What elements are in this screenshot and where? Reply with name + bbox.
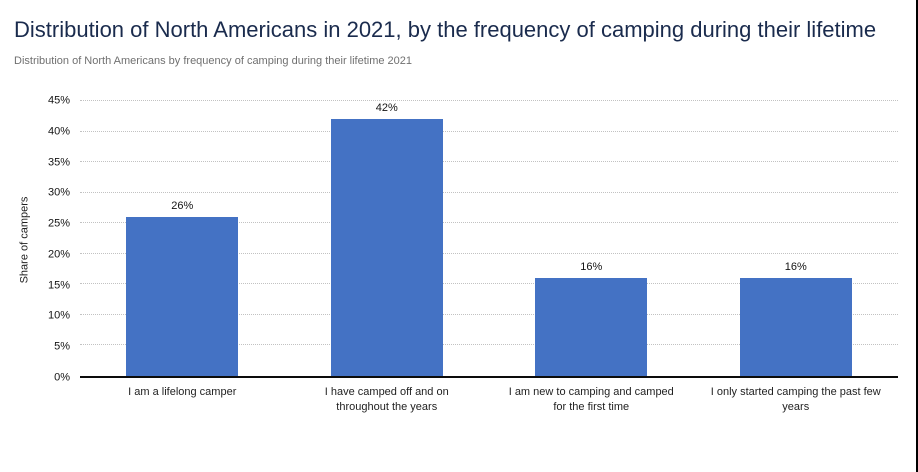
y-tick-label: 5% xyxy=(54,340,70,353)
gridline xyxy=(80,283,898,285)
plot-area: 26% 42% 16% 16% xyxy=(80,100,898,378)
gridline xyxy=(80,100,898,101)
bar-value-label: 42% xyxy=(375,102,398,115)
x-tick-label: I have camped off and on throughout the … xyxy=(324,386,449,413)
page-title: Distribution of North Americans in 2021,… xyxy=(14,17,877,42)
x-tick-label: I am a lifelong camper xyxy=(128,386,237,398)
y-tick-label: 10% xyxy=(47,309,70,322)
bar-value-label: 16% xyxy=(784,261,807,274)
x-axis-labels: I am a lifelong camper I have camped off … xyxy=(80,385,898,415)
bars-layer: 26% 42% 16% 16% xyxy=(80,101,898,376)
gridline xyxy=(80,252,898,254)
gridline xyxy=(80,130,898,132)
bar-value-label: 26% xyxy=(171,200,194,213)
bar-slot: 42% xyxy=(285,101,490,376)
bar-slot: 26% xyxy=(80,101,285,376)
y-tick-label: 20% xyxy=(47,248,70,261)
gridline xyxy=(80,313,898,315)
y-tick-label: 35% xyxy=(47,156,70,169)
y-tick-label: 30% xyxy=(47,186,70,199)
y-tick-label: 15% xyxy=(47,279,70,292)
bar[interactable] xyxy=(739,278,852,376)
bar-slot: 16% xyxy=(694,101,899,376)
y-tick-label: 45% xyxy=(47,94,70,107)
y-axis-title: Share of campers xyxy=(18,196,31,283)
y-tick-label: 0% xyxy=(54,371,70,384)
bar-value-label: 16% xyxy=(580,261,603,274)
x-axis-spacer xyxy=(14,385,80,415)
plot-row: Share of campers 0% 5% 10% 15% 20% 25% 30% 35% 4… xyxy=(14,95,904,383)
gridline xyxy=(80,191,898,193)
camping-frequency-bar-chart: Share of campers 0% 5% 10% 15% 20% 25% 30% 35% 4… xyxy=(14,95,904,415)
gridline xyxy=(80,222,898,224)
x-tick-label: I only started camping the past few year… xyxy=(710,386,881,413)
y-tick-label: 40% xyxy=(47,125,70,138)
y-axis-title-column: Share of campers xyxy=(14,101,34,378)
bar[interactable] xyxy=(126,217,239,376)
x-tick-label: I am new to camping and camped for the f… xyxy=(508,386,674,413)
bar[interactable] xyxy=(535,278,648,376)
gridline xyxy=(80,161,898,163)
bar[interactable] xyxy=(330,119,443,376)
y-axis-labels: 0% 5% 10% 15% 20% 25% 30% 35% 40% 45% xyxy=(34,95,80,383)
gridline xyxy=(80,344,898,346)
y-tick-label: 25% xyxy=(47,217,70,230)
bar-slot: 16% xyxy=(489,101,694,376)
x-axis: I am a lifelong camper I have camped off … xyxy=(14,385,904,415)
page-subtitle: Distribution of North Americans by frequ… xyxy=(14,55,413,67)
